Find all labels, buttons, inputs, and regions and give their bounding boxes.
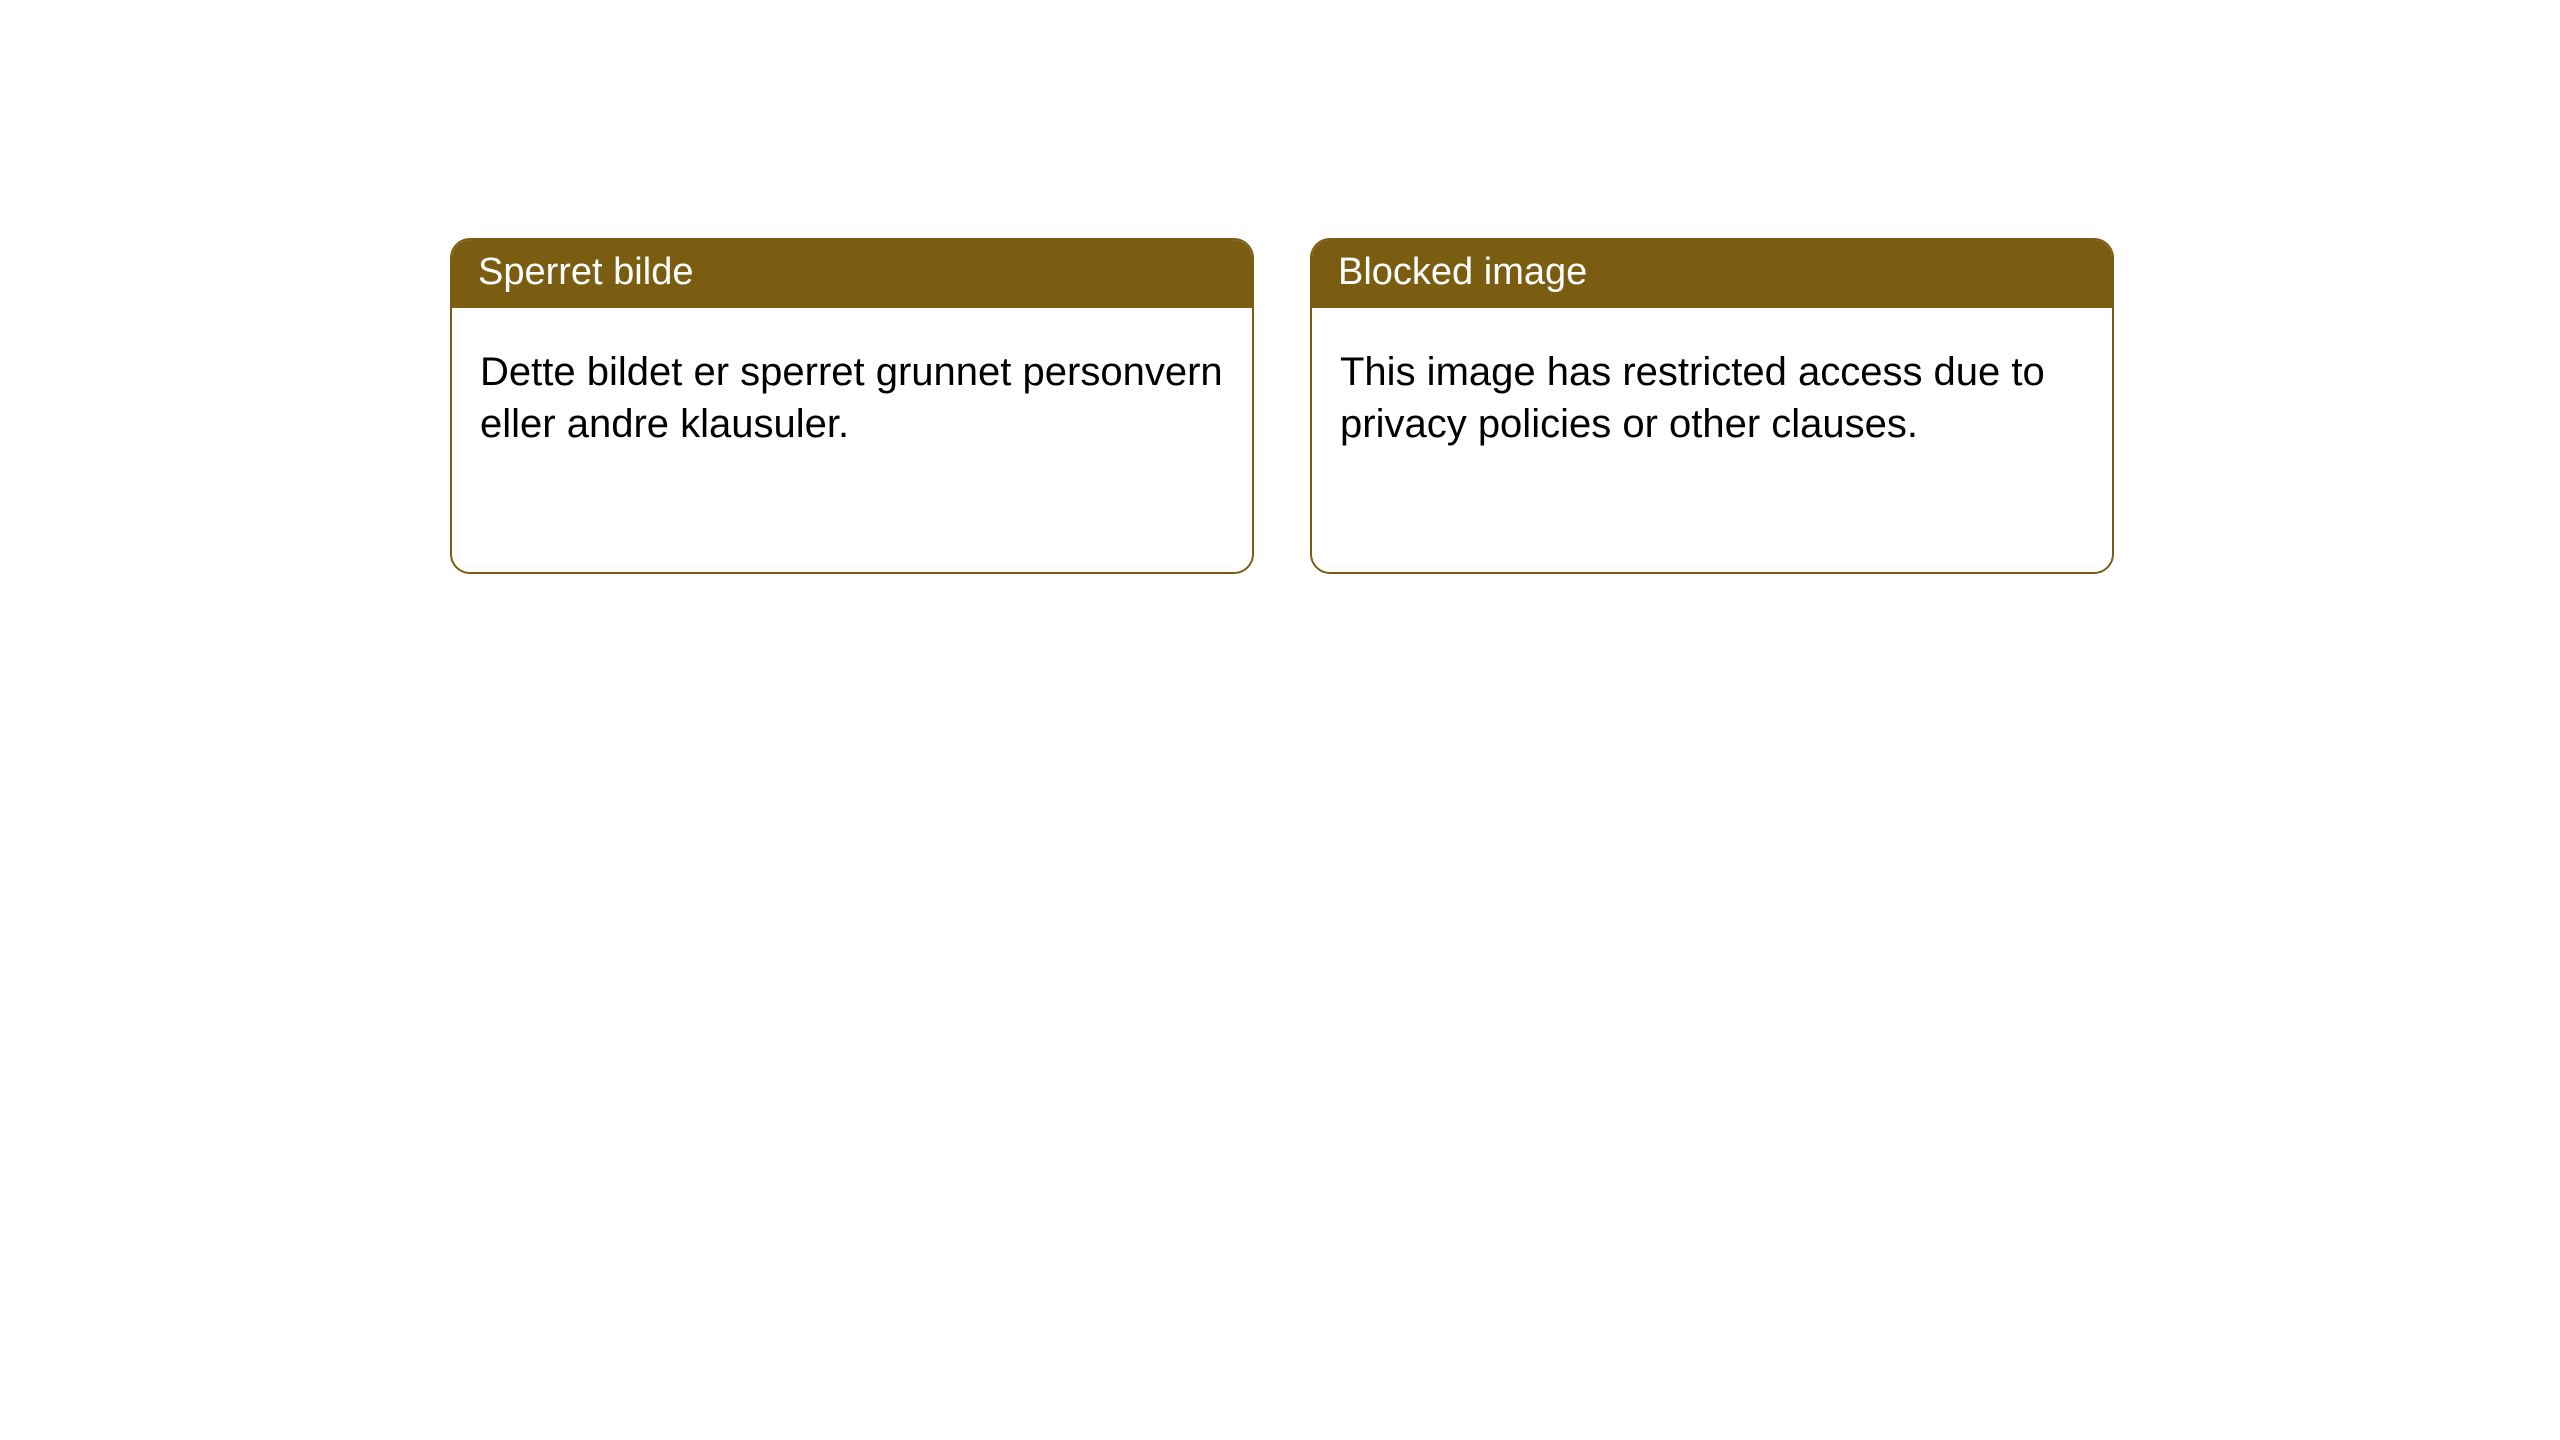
card-title: Sperret bilde <box>478 251 693 293</box>
card-header: Blocked image <box>1312 240 2112 308</box>
card-message: Dette bildet er sperret grunnet personve… <box>480 350 1223 446</box>
notice-container: Sperret bilde Dette bildet er sperret gr… <box>0 0 2560 574</box>
card-body: Dette bildet er sperret grunnet personve… <box>452 308 1252 478</box>
card-title: Blocked image <box>1338 251 1587 293</box>
card-header: Sperret bilde <box>452 240 1252 308</box>
notice-card-english: Blocked image This image has restricted … <box>1310 238 2114 574</box>
card-message: This image has restricted access due to … <box>1340 350 2045 446</box>
card-body: This image has restricted access due to … <box>1312 308 2112 478</box>
notice-card-norwegian: Sperret bilde Dette bildet er sperret gr… <box>450 238 1254 574</box>
